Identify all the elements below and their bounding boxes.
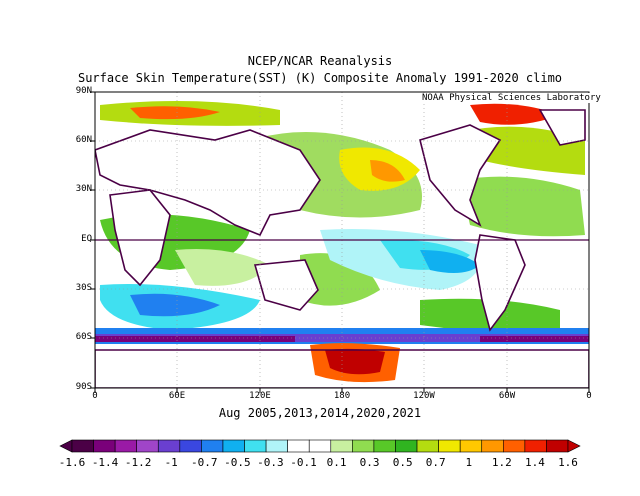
colorbar-swatch (481, 439, 504, 453)
cool-patch-south-indian-core (130, 293, 220, 317)
colorbar-tick-label: -1.4 (91, 456, 119, 469)
warm-patch-natlantic (460, 176, 585, 237)
warm-patch-indian-south (175, 249, 270, 286)
colorbar-tick-label: -0.1 (290, 456, 317, 469)
cool-patch-eq-pacific-deep (420, 250, 480, 274)
colorbar (59, 439, 581, 453)
colorbar-tick-label: 1.6 (558, 456, 578, 469)
colorbar-tick-label: -1 (164, 456, 178, 469)
title-line-1: NCEP/NCAR Reanalysis (247, 54, 393, 68)
colorbar-swatch (157, 439, 181, 453)
warm-patch-arctic-hot (130, 106, 220, 120)
colorbar-swatch (395, 439, 418, 453)
south-america-coast (474, 234, 526, 332)
colorbar-tick-label: 0.7 (425, 456, 446, 469)
greenland-coast (538, 109, 586, 146)
colorbar-swatch (179, 439, 202, 453)
colorbar-tick-label: -0.5 (224, 456, 251, 469)
colorbar-swatch (244, 439, 267, 453)
lat-label-60s: 60S (75, 332, 92, 342)
lon-label-0-east: 0 (586, 391, 592, 401)
colorbar-swatch (93, 439, 116, 453)
colorbar-swatch (287, 439, 310, 453)
axis-ticks (90, 91, 590, 393)
coastlines (95, 109, 589, 388)
colorbar-arrow-left (59, 439, 73, 453)
lon-label-120e: 120E (249, 391, 271, 401)
antarctica-coast (95, 349, 589, 388)
colorbar-swatch (114, 439, 137, 453)
colorbar-tick-label: 1 (465, 456, 473, 469)
colorbar-arrow-right (567, 439, 581, 453)
map-field (95, 92, 589, 388)
colorbar-swatch (352, 439, 375, 453)
lon-label-120w: 120W (413, 391, 435, 401)
lon-label-60w: 60W (498, 391, 516, 401)
title-line-2: Surface Skin Temperature(SST) (K) Compos… (77, 71, 563, 85)
lat-label-eq: EQ (81, 234, 92, 244)
colorbar-tick-label: 0.1 (326, 456, 347, 469)
colorbar-swatch (546, 439, 569, 453)
africa-coast (109, 189, 171, 287)
colorbar-swatch (416, 439, 439, 453)
colorbar-swatch (136, 439, 159, 453)
colorbar-swatch (459, 439, 483, 453)
colorbar-tick-label: 0.3 (359, 456, 380, 469)
colorbar-tick-label: -1.2 (124, 456, 152, 469)
credit-label: NOAA Physical Sciences Laboratory (420, 93, 603, 103)
colorbar-labels: -1.6 -1.4 -1.2 -1 -0.7 -0.5 -0.3 -0.1 0.1 0.3 0.5 0… (58, 456, 580, 470)
colorbar-tick-label: 1.4 (524, 456, 545, 469)
colorbar-tick-label: -0.3 (257, 456, 284, 469)
cold-band-southern-west (95, 336, 295, 342)
colorbar-swatch (71, 439, 94, 453)
colorbar-swatch (438, 439, 461, 453)
warm-patch-arctic-east (470, 103, 560, 125)
lon-label-180: 180 (333, 391, 351, 401)
warm-patch-npacific-peak (370, 160, 405, 182)
colorbar-swatch (201, 439, 224, 453)
lat-label-60n: 60N (75, 135, 92, 145)
cool-band-southern-core (95, 334, 589, 342)
eurasia-coast (95, 129, 321, 237)
colorbar-swatch (222, 439, 245, 453)
colorbar-tick-label: -0.7 (191, 456, 218, 469)
colorbar-swatch (373, 439, 396, 453)
australia-coast (253, 259, 319, 311)
colorbar-tick-label: 0.5 (392, 456, 413, 469)
colorbar-swatch (524, 439, 547, 453)
lon-label-0-west: 0 (92, 391, 98, 401)
lat-label-30n: 30N (75, 184, 92, 194)
composite-caption: Aug 2005,2013,2014,2020,2021 (218, 406, 422, 420)
lat-label-90n: 90N (75, 86, 92, 96)
lat-label-90s: 90S (75, 382, 92, 392)
colorbar-swatch (265, 439, 288, 453)
lon-label-60e: 60E (168, 391, 186, 401)
colorbar-tick-label: -1.6 (58, 456, 86, 469)
north-america-coast (419, 124, 502, 227)
colorbar-tick-label: 1.2 (491, 456, 512, 469)
warm-patch-antarctic-core (325, 348, 385, 375)
colorbar-swatch (330, 439, 353, 453)
lat-label-30s: 30S (75, 283, 92, 293)
cold-band-southern-east (480, 336, 589, 342)
colorbar-swatch (503, 439, 526, 453)
colorbar-swatch (308, 439, 332, 453)
